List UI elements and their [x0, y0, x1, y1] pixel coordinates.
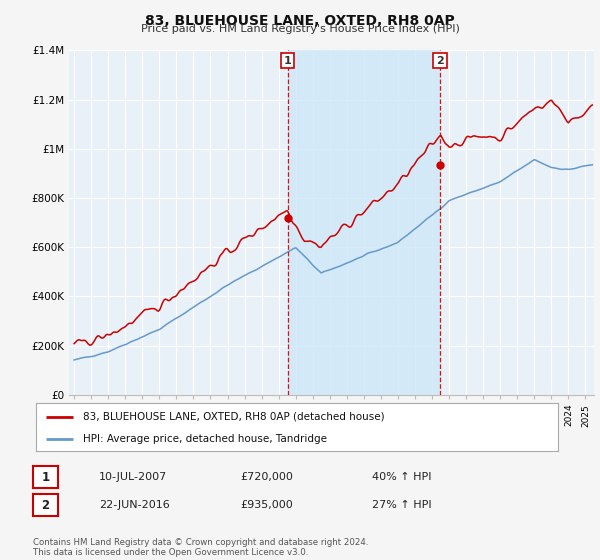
Text: Contains HM Land Registry data © Crown copyright and database right 2024.
This d: Contains HM Land Registry data © Crown c… [33, 538, 368, 557]
Text: 1: 1 [284, 55, 292, 66]
Text: 83, BLUEHOUSE LANE, OXTED, RH8 0AP: 83, BLUEHOUSE LANE, OXTED, RH8 0AP [145, 14, 455, 28]
Text: 2: 2 [41, 498, 50, 512]
Text: 83, BLUEHOUSE LANE, OXTED, RH8 0AP (detached house): 83, BLUEHOUSE LANE, OXTED, RH8 0AP (deta… [83, 412, 385, 422]
Text: HPI: Average price, detached house, Tandridge: HPI: Average price, detached house, Tand… [83, 434, 327, 444]
Text: 27% ↑ HPI: 27% ↑ HPI [372, 500, 431, 510]
Text: 1: 1 [41, 470, 50, 484]
Text: 22-JUN-2016: 22-JUN-2016 [99, 500, 170, 510]
Text: 40% ↑ HPI: 40% ↑ HPI [372, 472, 431, 482]
Text: £720,000: £720,000 [240, 472, 293, 482]
Bar [287, 50, 440, 395]
Text: 10-JUL-2007: 10-JUL-2007 [99, 472, 167, 482]
Text: £935,000: £935,000 [240, 500, 293, 510]
Text: Price paid vs. HM Land Registry's House Price Index (HPI): Price paid vs. HM Land Registry's House … [140, 24, 460, 34]
Text: 2: 2 [436, 55, 444, 66]
